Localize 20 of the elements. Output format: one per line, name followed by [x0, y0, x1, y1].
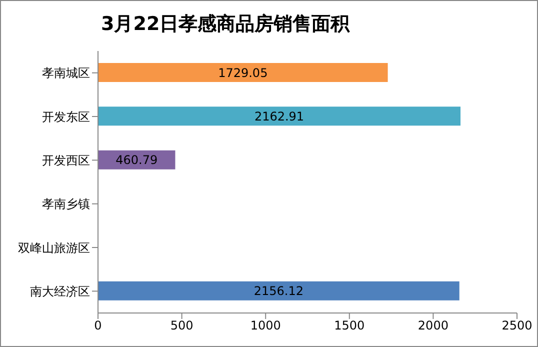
- y-tick-label: 南大经济区: [30, 284, 90, 298]
- data-label: 2162.91: [254, 109, 304, 124]
- bar: [98, 63, 388, 82]
- y-tick-label: 孝南乡镇: [42, 197, 90, 212]
- y-tick-label: 双峰山旅游区: [18, 240, 90, 255]
- x-tick-label: 1000: [250, 318, 281, 333]
- y-tick-label: 开发东区: [42, 110, 90, 124]
- data-label: 1729.05: [218, 66, 268, 80]
- x-tick-label: 500: [170, 318, 194, 333]
- chart-title: 3月22日孝感商品房销售面积: [101, 12, 350, 37]
- data-label: 460.79: [116, 153, 158, 168]
- data-label: 2156.12: [254, 284, 304, 298]
- x-tick-label: 2000: [418, 318, 448, 333]
- bar: [98, 281, 460, 300]
- y-tick-label: 开发西区: [42, 153, 90, 168]
- bar: [98, 106, 461, 126]
- y-tick-label: 孝南城区: [42, 66, 90, 80]
- x-tick-label: 1500: [334, 318, 365, 333]
- x-tick-label: 0: [94, 318, 102, 333]
- x-tick-label: 2500: [502, 318, 532, 333]
